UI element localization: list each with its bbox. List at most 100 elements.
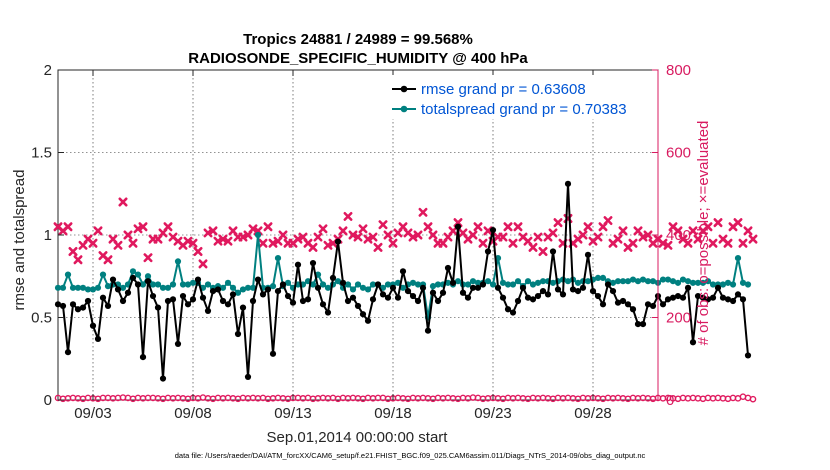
rmse-point xyxy=(59,302,67,310)
rmse-point xyxy=(259,291,267,298)
rmse-point xyxy=(419,284,427,291)
totalspread-point xyxy=(734,255,742,262)
rmse-point xyxy=(74,306,82,313)
rmse-point xyxy=(379,291,387,298)
totalspread-point xyxy=(659,276,667,283)
obs-evaluated-point xyxy=(553,218,563,228)
totalspread-point xyxy=(364,286,372,293)
totalspread-point xyxy=(104,283,112,290)
rmse-series xyxy=(54,180,752,382)
totalspread-point xyxy=(319,281,327,288)
rmse-point xyxy=(464,294,472,301)
obs-evaluated-point xyxy=(428,230,438,240)
rmse-point xyxy=(684,284,692,291)
obs-evaluated-point xyxy=(578,230,588,240)
obs-evaluated-point xyxy=(628,238,638,248)
y-right-tick-label: 400 xyxy=(666,227,691,244)
obs-evaluated-point xyxy=(663,240,673,250)
rmse-point xyxy=(474,284,482,291)
totalspread-point xyxy=(744,281,752,288)
totalspread-point xyxy=(719,281,727,288)
rmse-point xyxy=(589,288,597,295)
totalspread-point xyxy=(359,284,367,291)
totalspread-point xyxy=(699,279,707,286)
obs-evaluated-point xyxy=(498,232,508,242)
totalspread-point xyxy=(149,281,157,288)
rmse-point xyxy=(234,330,242,338)
rmse-point xyxy=(534,292,542,300)
rmse-point xyxy=(364,317,372,324)
rmse-point xyxy=(279,281,287,288)
rmse-point xyxy=(499,294,507,301)
totalspread-point xyxy=(609,279,617,286)
totalspread-point xyxy=(614,278,622,285)
obs-evaluated-point xyxy=(593,232,603,242)
rmse-point xyxy=(634,321,642,328)
chart-title-line2: RADIOSONDE_SPECIFIC_HUMIDITY @ 400 hPa xyxy=(188,50,528,67)
obs-evaluated-series xyxy=(53,197,758,269)
totalspread-point xyxy=(639,276,647,283)
totalspread-point xyxy=(669,278,677,285)
rmse-point xyxy=(519,284,527,291)
legend-spread-marker xyxy=(400,105,408,113)
totalspread-point xyxy=(649,278,657,285)
rmse-point xyxy=(664,296,672,303)
obs-evaluated-point xyxy=(473,222,483,232)
legend-box xyxy=(388,75,656,119)
rmse-point xyxy=(554,286,562,293)
rmse-point xyxy=(414,297,422,305)
obs-evaluated-point xyxy=(478,238,488,248)
totalspread-point xyxy=(189,279,197,286)
obs-evaluated-point xyxy=(73,255,83,265)
rmse-point xyxy=(159,375,167,382)
rmse-point xyxy=(359,311,367,318)
rmse-point xyxy=(469,284,477,291)
obs-evaluated-point xyxy=(748,234,758,244)
y-right-tick-label: 600 xyxy=(666,145,691,162)
totalspread-point xyxy=(729,281,737,288)
obs-possible-point xyxy=(749,395,757,403)
totalspread-point xyxy=(664,276,672,283)
totalspread-point xyxy=(84,286,92,293)
rmse-point xyxy=(284,292,292,300)
rmse-point xyxy=(444,264,452,272)
rmse-point xyxy=(224,301,232,308)
rmse-point xyxy=(249,297,257,305)
totalspread-point xyxy=(89,286,97,293)
rmse-point xyxy=(84,297,92,305)
rmse-point xyxy=(264,286,272,293)
rmse-point xyxy=(644,301,652,308)
obs-evaluated-point xyxy=(468,230,478,240)
totalspread-point xyxy=(139,281,147,288)
x-tick-label: 09/03 xyxy=(74,405,112,422)
rmse-point xyxy=(124,289,132,296)
totalspread-point xyxy=(179,281,187,288)
rmse-point xyxy=(209,288,217,295)
obs-evaluated-point xyxy=(548,228,558,238)
totalspread-point xyxy=(624,278,632,285)
rmse-point xyxy=(539,288,547,295)
totalspread-point xyxy=(724,279,732,286)
totalspread-point xyxy=(239,286,247,293)
totalspread-point xyxy=(444,279,452,286)
rmse-point xyxy=(319,301,327,308)
rmse-point xyxy=(129,274,137,281)
totalspread-point xyxy=(619,278,627,285)
rmse-point xyxy=(164,297,172,305)
y-left-tick-label: 0.5 xyxy=(31,310,52,327)
y-right-tick-label: 0 xyxy=(666,392,674,409)
totalspread-point xyxy=(599,274,607,281)
totalspread-point xyxy=(594,274,602,281)
obs-evaluated-point xyxy=(703,222,713,232)
obs-evaluated-point xyxy=(538,247,548,256)
rmse-point xyxy=(309,259,317,267)
totalspread-point xyxy=(509,281,517,288)
rmse-point xyxy=(219,297,227,305)
rmse-point xyxy=(169,296,177,303)
totalspread-point xyxy=(94,284,102,291)
rmse-point xyxy=(699,294,707,301)
rmse-point xyxy=(544,291,552,298)
rmse-point xyxy=(254,276,262,283)
rmse-point xyxy=(204,307,212,314)
